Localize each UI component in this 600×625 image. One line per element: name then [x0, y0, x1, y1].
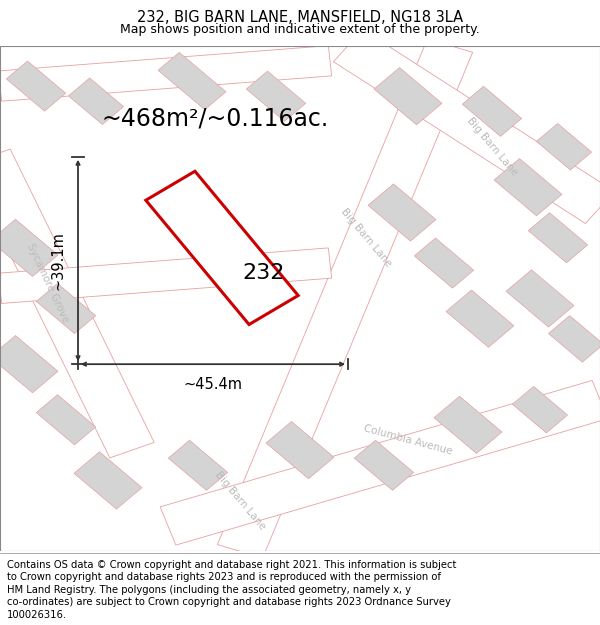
- Polygon shape: [37, 284, 95, 334]
- Text: 100026316.: 100026316.: [7, 609, 67, 619]
- Polygon shape: [74, 452, 142, 509]
- Polygon shape: [160, 381, 600, 545]
- Polygon shape: [446, 290, 514, 348]
- Polygon shape: [548, 316, 600, 362]
- Polygon shape: [68, 78, 124, 124]
- Polygon shape: [247, 71, 305, 121]
- Polygon shape: [434, 396, 502, 454]
- Polygon shape: [217, 39, 473, 558]
- Polygon shape: [463, 86, 521, 136]
- Polygon shape: [146, 171, 298, 324]
- Text: 232: 232: [243, 263, 285, 283]
- Text: to Crown copyright and database rights 2023 and is reproduced with the permissio: to Crown copyright and database rights 2…: [7, 572, 441, 582]
- Polygon shape: [368, 184, 436, 241]
- Text: Big Barn Lane: Big Barn Lane: [213, 469, 267, 532]
- Polygon shape: [0, 336, 58, 392]
- Text: co-ordinates) are subject to Crown copyright and database rights 2023 Ordnance S: co-ordinates) are subject to Crown copyr…: [7, 598, 451, 608]
- Polygon shape: [494, 159, 562, 216]
- Polygon shape: [529, 213, 587, 262]
- Polygon shape: [37, 395, 95, 445]
- Polygon shape: [169, 440, 227, 491]
- Text: Big Barn Lane: Big Barn Lane: [339, 207, 393, 269]
- Text: ~45.4m: ~45.4m: [184, 377, 242, 392]
- Polygon shape: [506, 270, 574, 327]
- Polygon shape: [266, 421, 334, 479]
- Polygon shape: [0, 149, 154, 458]
- Polygon shape: [158, 52, 226, 109]
- Text: Contains OS data © Crown copyright and database right 2021. This information is : Contains OS data © Crown copyright and d…: [7, 560, 457, 570]
- Polygon shape: [0, 248, 332, 303]
- Text: Map shows position and indicative extent of the property.: Map shows position and indicative extent…: [120, 24, 480, 36]
- Polygon shape: [334, 29, 600, 224]
- Text: Big Barn Lane: Big Barn Lane: [465, 116, 519, 178]
- Text: 232, BIG BARN LANE, MANSFIELD, NG18 3LA: 232, BIG BARN LANE, MANSFIELD, NG18 3LA: [137, 10, 463, 25]
- Polygon shape: [355, 440, 413, 491]
- Polygon shape: [0, 219, 58, 276]
- Polygon shape: [536, 124, 592, 170]
- Polygon shape: [415, 238, 473, 288]
- Polygon shape: [374, 68, 442, 125]
- Text: Sycamore Grove: Sycamore Grove: [25, 242, 71, 324]
- Polygon shape: [7, 61, 65, 111]
- Text: ~39.1m: ~39.1m: [51, 231, 66, 290]
- Text: ~468m²/~0.116ac.: ~468m²/~0.116ac.: [102, 106, 329, 130]
- Text: HM Land Registry. The polygons (including the associated geometry, namely x, y: HM Land Registry. The polygons (includin…: [7, 585, 411, 595]
- Polygon shape: [512, 386, 568, 433]
- Text: Columbia Avenue: Columbia Avenue: [362, 423, 454, 457]
- Polygon shape: [0, 46, 332, 101]
